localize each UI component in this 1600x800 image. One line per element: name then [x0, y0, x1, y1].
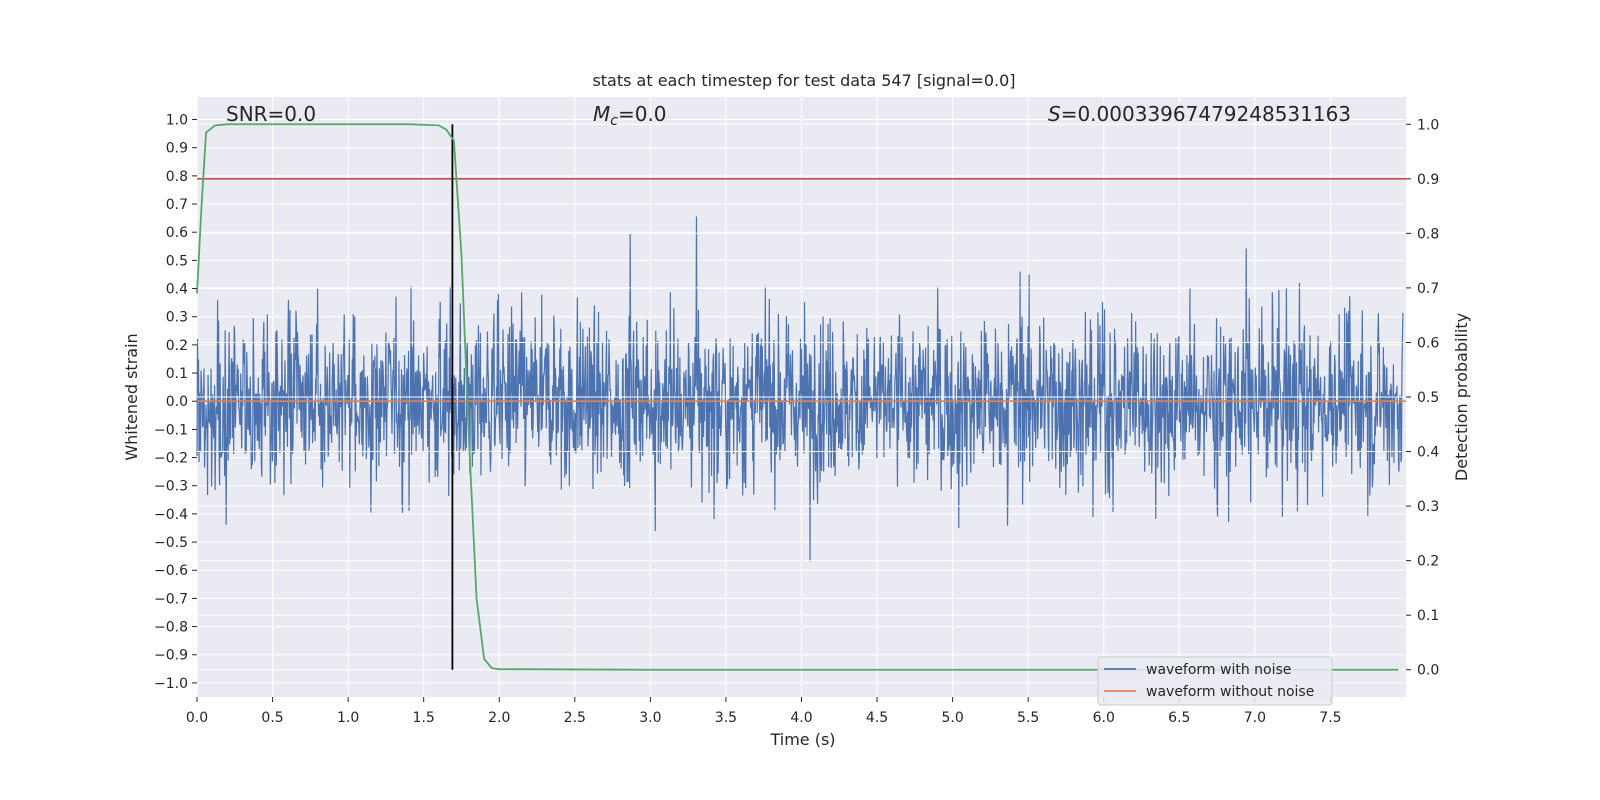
- y2-tick-label: 0.5: [1417, 390, 1439, 406]
- x-tick-label: 3.5: [715, 710, 737, 726]
- x-tick-label: 1.0: [337, 710, 359, 726]
- noise-waveform-path: [196, 216, 1404, 562]
- y2-tick-label: 0.8: [1417, 226, 1439, 242]
- y2-tick-label: 0.6: [1417, 335, 1439, 351]
- x-tick-label: 2.0: [488, 710, 510, 726]
- x-tick-label: 3.0: [639, 710, 661, 726]
- x-tick-label: 7.5: [1319, 710, 1341, 726]
- y-tick-label: 0.7: [166, 197, 188, 213]
- x-tick-label: 4.0: [790, 710, 812, 726]
- y-tick-label: 0.9: [166, 141, 188, 157]
- mc-annotation: Mc=0.0: [593, 102, 667, 129]
- y2-tick-label: 0.9: [1417, 172, 1439, 188]
- y2-axis-label: Detection probability: [1452, 313, 1471, 481]
- x-tick-label: 0.5: [261, 710, 283, 726]
- y-tick-label: 0.4: [166, 282, 188, 298]
- y-tick-label: −0.9: [154, 648, 188, 664]
- s-annotation: S=0.00033967479248531163: [1048, 102, 1351, 126]
- y2-tick-label: 0.7: [1417, 281, 1439, 297]
- x-tick-label: 5.0: [941, 710, 963, 726]
- y-tick-label: 0.2: [166, 338, 188, 354]
- y-tick-label: 0.1: [166, 366, 188, 382]
- x-tick-label: 7.0: [1244, 710, 1266, 726]
- x-tick-label: 4.5: [866, 710, 888, 726]
- y-tick-label: −1.0: [154, 676, 188, 692]
- y-tick-label: 1.0: [166, 113, 188, 129]
- y2-tick-label: 0.4: [1417, 445, 1439, 461]
- x-axis-label: Time (s): [769, 730, 835, 749]
- y-tick-label: −0.6: [154, 563, 188, 579]
- detection-probability-curve: [196, 123, 1399, 671]
- x-tick-label: 6.5: [1168, 710, 1190, 726]
- y-tick-label: 0.3: [166, 310, 188, 326]
- y-tick-label: 0.8: [166, 169, 188, 185]
- x-tick-label: 2.5: [564, 710, 586, 726]
- y-tick-label: 0.0: [166, 394, 188, 410]
- chart-title: stats at each timestep for test data 547…: [592, 71, 1015, 90]
- y2-tick-label: 0.1: [1417, 608, 1439, 624]
- y2-tick-label: 0.2: [1417, 554, 1439, 570]
- y-tick-label: 0.6: [166, 225, 188, 241]
- legend-label-clean: waveform without noise: [1146, 684, 1314, 700]
- x-tick-label: 5.5: [1017, 710, 1039, 726]
- legend-box: [1097, 656, 1333, 706]
- overlay-lines: [196, 123, 1406, 671]
- y-tick-label: −0.8: [154, 620, 188, 636]
- y2-tick-label: 1.0: [1417, 117, 1439, 133]
- y2-tick-label: 0.3: [1417, 499, 1439, 515]
- legend-label-noise: waveform with noise: [1146, 662, 1291, 678]
- y2-tick-label: 0.0: [1417, 663, 1439, 679]
- x-tick-label: 1.5: [413, 710, 435, 726]
- y-tick-label: −0.7: [154, 591, 188, 607]
- y-tick-label: −0.2: [154, 451, 188, 467]
- y-axis-label: Whitened strain: [122, 333, 141, 460]
- x-tick-label: 6.0: [1093, 710, 1115, 726]
- y-tick-label: −0.1: [154, 422, 188, 438]
- series-waveform-with-noise: [196, 216, 1404, 562]
- y-tick-label: −0.5: [154, 535, 188, 551]
- legend: waveform with noise waveform without noi…: [1097, 656, 1333, 706]
- axis-ticks: 0.0 0.5 1.0 1.5 2.0 2.5 3.0 3.5 4.0 4.5 5.0 5.5 6.0 6…: [154, 113, 1439, 726]
- y-tick-label: −0.3: [154, 479, 188, 495]
- x-tick-label: 0.0: [186, 710, 208, 726]
- y-tick-label: 0.5: [166, 253, 188, 269]
- snr-annotation: SNR=0.0: [226, 102, 316, 126]
- y-tick-label: −0.4: [154, 507, 188, 523]
